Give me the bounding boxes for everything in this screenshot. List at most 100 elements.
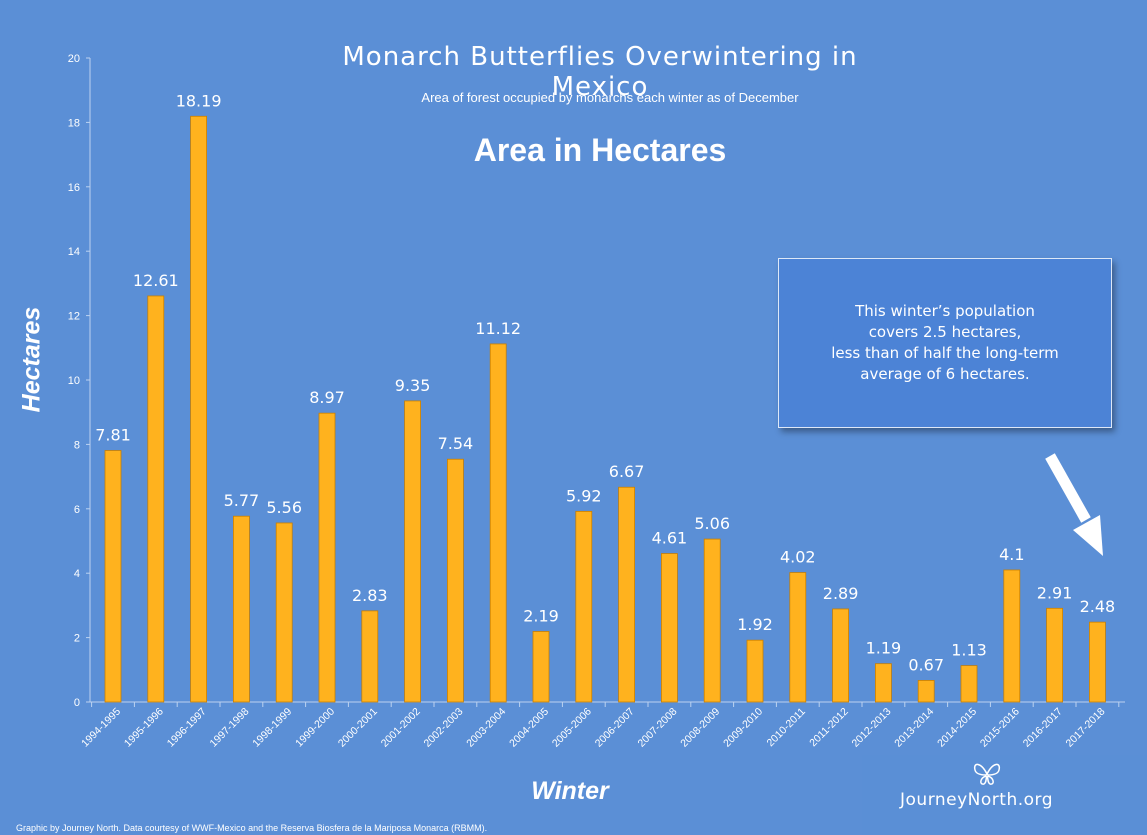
bar [147, 295, 165, 703]
data-label: 4.61 [652, 529, 688, 548]
x-tick-label: 1996-1997 [165, 706, 209, 750]
arrow-shaft [1045, 453, 1091, 523]
data-label: 8.97 [309, 388, 345, 407]
bar [404, 400, 422, 703]
data-label: 5.92 [566, 486, 602, 505]
y-tick-label: 12 [68, 311, 80, 323]
data-labels: 7.81 12.61 18.19 5.77 5.56 8.97 2.83 9.35 7.54 11… [95, 91, 1115, 674]
x-tick-label: 2007-2008 [636, 706, 680, 750]
bar [832, 608, 849, 703]
data-label: 1.92 [737, 615, 773, 634]
y-tick-labels: 0 2 4 6 8 10 12 14 16 18 20 [68, 53, 80, 709]
arrow-head [1073, 515, 1103, 556]
data-label: 6.67 [609, 462, 645, 481]
y-tick-label: 0 [74, 697, 80, 709]
chart-title: Monarch Butterflies Overwintering in Mex… [342, 42, 858, 102]
data-label: 7.81 [95, 426, 131, 445]
x-tick-label: 1999-2000 [293, 706, 337, 750]
bar [618, 486, 635, 703]
logo-text[interactable]: JourneyNorth.org [900, 790, 1054, 810]
data-label: 18.19 [176, 91, 222, 110]
x-tick-label: 2017-2018 [1064, 706, 1108, 750]
callout-line-2: covers 2.5 hectares, [868, 323, 1022, 341]
x-tick-label: 2014-2015 [935, 706, 979, 750]
bar [1003, 569, 1021, 703]
bar [917, 680, 935, 703]
bar [1046, 607, 1063, 703]
pointer-arrow [1045, 453, 1103, 556]
x-tick-label: 2005-2006 [550, 706, 594, 750]
data-label: 2.91 [1037, 583, 1073, 602]
bar [789, 572, 807, 703]
x-tick-label: 2001-2002 [379, 706, 423, 750]
data-label: 4.02 [780, 548, 816, 567]
x-tick-label: 2008-2009 [678, 706, 722, 750]
bar [190, 115, 208, 703]
data-label: 12.61 [133, 271, 179, 290]
data-label: 11.12 [475, 319, 521, 338]
bar [575, 510, 593, 703]
data-label: 2.19 [523, 606, 559, 625]
bar [1089, 621, 1106, 703]
data-label: 5.56 [266, 498, 302, 517]
x-tick-label: 2006-2007 [593, 706, 637, 750]
bar [446, 458, 464, 703]
bar [318, 412, 336, 703]
bar [361, 610, 379, 703]
x-tick-label: 2016-2017 [1021, 706, 1065, 750]
callout-line-4: average of 6 hectares. [860, 365, 1030, 383]
x-tick-labels: 1994-19951995-19961996-19971997-19981998… [79, 706, 1108, 750]
bar [746, 639, 764, 703]
callout-line-3: less than of half the long-term [831, 344, 1059, 362]
chart-subtitle: Area of forest occupied by monarchs each… [421, 90, 799, 105]
credit-text: Graphic by Journey North. Data courtesy … [16, 823, 488, 833]
x-tick-label: 2009-2010 [721, 706, 765, 750]
data-label: 0.67 [908, 655, 944, 674]
butterfly-icon [973, 763, 1001, 785]
data-label: 9.35 [395, 376, 431, 395]
data-label: 2.89 [823, 584, 859, 603]
x-tick-label: 2004-2005 [507, 706, 551, 750]
bar [104, 450, 122, 703]
callout-line-1: This winter’s population [855, 302, 1035, 320]
bar [232, 515, 250, 703]
bars [104, 115, 1106, 703]
x-tick-label: 2015-2016 [978, 706, 1022, 750]
data-label: 2.83 [352, 586, 388, 605]
x-tick-label: 2011-2012 [807, 706, 851, 750]
y-axis-title: Hectares [17, 306, 46, 413]
data-label: 4.1 [999, 545, 1024, 564]
bar [875, 663, 892, 703]
y-tick-label: 14 [68, 246, 80, 258]
y-tick-label: 8 [74, 439, 80, 451]
data-label: 2.48 [1080, 597, 1116, 616]
x-tick-label: 1994-1995 [79, 706, 123, 750]
y-tick-label: 20 [68, 53, 80, 65]
data-label: 1.19 [866, 639, 902, 658]
x-tick-label: 2003-2004 [464, 706, 508, 750]
bar [661, 553, 678, 703]
y-tick-label: 6 [74, 504, 80, 516]
y-tick-label: 10 [68, 375, 80, 387]
bar [532, 631, 550, 703]
chart-headline: Area in Hectares [473, 132, 727, 168]
x-tick-label: 2002-2003 [422, 706, 466, 750]
bar [960, 665, 978, 703]
bar [489, 343, 507, 703]
x-tick-label: 2000-2001 [336, 706, 380, 750]
data-label: 5.06 [694, 514, 730, 533]
y-tick-label: 4 [74, 568, 80, 580]
annotation-callout: This winter’s population covers 2.5 hect… [778, 258, 1112, 428]
axes [86, 57, 1125, 707]
x-tick-label: 2012-2013 [850, 706, 894, 750]
bar [703, 538, 721, 703]
x-tick-label: 2013-2014 [892, 706, 936, 750]
y-tick-label: 16 [68, 182, 80, 194]
data-label: 1.13 [951, 641, 987, 660]
bar [275, 522, 293, 703]
x-axis-title: Winter [531, 777, 609, 805]
x-tick-label: 1998-1999 [250, 706, 294, 750]
logo-area [862, 755, 1147, 835]
